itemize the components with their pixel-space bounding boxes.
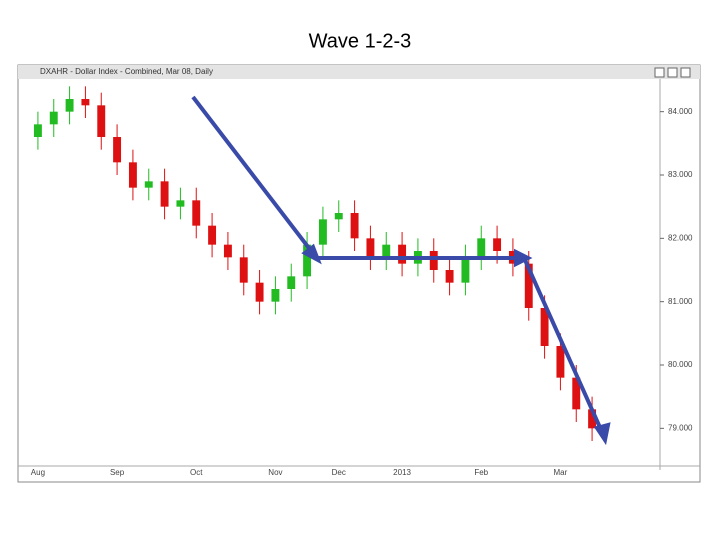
y-tick-label: 79.000	[668, 423, 693, 432]
window-button[interactable]	[654, 67, 665, 78]
candle-body	[128, 162, 137, 188]
x-tick-label: Mar	[554, 468, 568, 477]
candle-body	[493, 238, 502, 251]
candle-body	[556, 346, 565, 378]
candle-body	[540, 308, 549, 346]
candle-body	[176, 200, 185, 207]
candle-body	[192, 200, 201, 226]
candle-body	[366, 238, 375, 258]
candle-body	[429, 251, 438, 270]
x-tick-label: Nov	[268, 468, 282, 477]
y-tick-label: 80.000	[668, 360, 693, 369]
candle-body	[33, 124, 42, 137]
x-tick-label: Oct	[190, 468, 203, 477]
candle-body	[303, 244, 312, 277]
window-title: DXAHR - Dollar Index - Combined, Mar 08,…	[40, 67, 213, 76]
candle-body	[287, 276, 296, 289]
candle-body	[271, 289, 280, 302]
chart-window	[17, 64, 701, 483]
candle-body	[588, 409, 597, 429]
candle-body	[239, 257, 248, 283]
y-tick-label: 84.000	[668, 107, 693, 116]
candle-body	[318, 219, 327, 245]
chart-title: Wave 1-2-3	[309, 30, 412, 52]
plot: 79.000 80.000 81.000 82.000 83.000 84.000 Aug S…	[31, 86, 693, 477]
y-tick-label: 83.000	[668, 170, 693, 179]
window-button[interactable]	[667, 67, 678, 78]
arrow-wave-1	[191, 95, 317, 258]
x-tick-label: 2013	[393, 468, 411, 477]
candle-body	[49, 111, 58, 125]
x-tick-label: Dec	[332, 468, 346, 477]
arrow-wave-3	[523, 259, 604, 433]
window-titlebar	[18, 65, 700, 79]
arrow-head	[301, 243, 322, 265]
wave-arrows	[191, 95, 611, 446]
candle-body	[382, 244, 391, 258]
candle-body	[572, 377, 581, 410]
candle-body	[350, 213, 359, 239]
candle-body	[144, 181, 153, 188]
candle-body	[334, 213, 343, 220]
candle-body	[65, 99, 74, 112]
candle-body	[255, 282, 264, 302]
candle-body	[398, 244, 407, 264]
arrow-head	[593, 422, 611, 446]
candle-body	[113, 137, 122, 163]
window-button[interactable]	[680, 67, 691, 78]
y-tick-label: 81.000	[668, 297, 693, 306]
candle-body	[160, 181, 169, 207]
candle-body	[223, 244, 232, 258]
candle-body	[97, 105, 106, 137]
candle-body	[461, 257, 470, 283]
candle-body	[445, 270, 454, 283]
candle-body	[81, 99, 90, 106]
candle-body	[477, 238, 486, 258]
x-tick-label: Feb	[474, 468, 488, 477]
x-tick-label: Aug	[31, 468, 45, 477]
candle-body	[208, 225, 217, 245]
y-tick-label: 82.000	[668, 233, 693, 242]
candle-body	[524, 263, 533, 308]
arrow-head	[514, 248, 533, 268]
x-tick-label: Sep	[110, 468, 125, 477]
